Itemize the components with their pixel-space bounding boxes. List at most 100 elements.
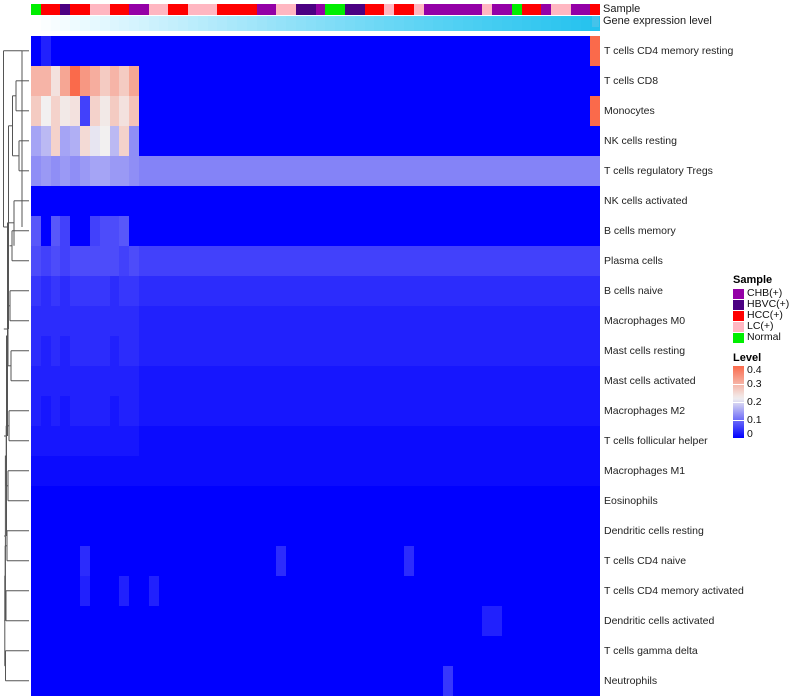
heatmap-cell bbox=[237, 606, 247, 636]
heatmap-cell bbox=[452, 516, 463, 546]
heatmap-cell bbox=[256, 606, 267, 636]
heatmap-cell bbox=[60, 126, 71, 156]
heatmap-cell bbox=[158, 246, 169, 276]
row-label: B cells memory bbox=[604, 225, 676, 237]
heatmap-cell bbox=[384, 366, 395, 396]
heatmap-cell bbox=[295, 666, 306, 696]
heatmap-cell bbox=[580, 96, 591, 126]
heatmap-cell bbox=[70, 366, 81, 396]
heatmap-cell bbox=[197, 426, 208, 456]
heatmap-cell bbox=[423, 276, 434, 306]
heatmap-cell bbox=[70, 426, 81, 456]
heatmap-cell bbox=[227, 456, 238, 486]
heatmap-cell bbox=[502, 306, 512, 336]
heatmap-cell bbox=[335, 666, 345, 696]
heatmap-cell bbox=[492, 36, 502, 66]
heatmap-cell bbox=[462, 516, 473, 546]
heatmap-cell bbox=[70, 516, 81, 546]
heatmap-cell bbox=[158, 276, 169, 306]
heatmap-cell bbox=[345, 636, 355, 666]
heatmap-cell bbox=[384, 306, 395, 336]
heatmap-cell bbox=[452, 486, 463, 516]
heatmap-cell bbox=[286, 366, 296, 396]
heatmap-cell bbox=[295, 306, 306, 336]
heatmap-cell bbox=[443, 306, 453, 336]
heatmap-cell bbox=[502, 216, 512, 246]
heatmap-cell bbox=[443, 516, 453, 546]
heatmap-cell bbox=[403, 276, 414, 306]
heatmap-cell bbox=[374, 456, 385, 486]
heatmap-cell bbox=[237, 96, 247, 126]
annotation-cell bbox=[492, 4, 502, 15]
heatmap-cell bbox=[354, 126, 365, 156]
heatmap-cell bbox=[80, 186, 90, 216]
heatmap-cell bbox=[335, 486, 345, 516]
heatmap-cell bbox=[492, 456, 502, 486]
heatmap-cell bbox=[374, 216, 385, 246]
heatmap-cell bbox=[570, 396, 581, 426]
heatmap-cell bbox=[511, 426, 522, 456]
heatmap-cell bbox=[178, 36, 188, 66]
heatmap-cell bbox=[354, 186, 365, 216]
heatmap-cell bbox=[80, 666, 90, 696]
heatmap-cell bbox=[354, 666, 365, 696]
heatmap-cell bbox=[158, 366, 169, 396]
heatmap-cell bbox=[148, 486, 159, 516]
heatmap-cell bbox=[482, 336, 493, 366]
heatmap-cell bbox=[335, 636, 345, 666]
heatmap-cell bbox=[502, 636, 512, 666]
heatmap-cell bbox=[89, 546, 100, 576]
heatmap-cell bbox=[482, 216, 493, 246]
heatmap-cell bbox=[266, 666, 277, 696]
annotation-cell bbox=[492, 16, 502, 31]
heatmap-cell bbox=[246, 336, 257, 366]
heatmap-cell bbox=[70, 576, 81, 606]
heatmap-cell bbox=[217, 336, 228, 366]
heatmap-cell bbox=[551, 216, 561, 246]
heatmap-cell bbox=[394, 576, 404, 606]
row-label: Mast cells resting bbox=[604, 345, 686, 357]
row-dendrogram bbox=[3, 50, 29, 682]
heatmap-cell bbox=[551, 276, 561, 306]
heatmap-cell bbox=[345, 546, 355, 576]
row-label: NK cells resting bbox=[604, 135, 677, 147]
heatmap-cell bbox=[462, 366, 473, 396]
heatmap-cell bbox=[129, 156, 139, 186]
heatmap-cell bbox=[31, 186, 41, 216]
heatmap-cell bbox=[99, 366, 110, 396]
heatmap-cell bbox=[551, 606, 561, 636]
heatmap-cell bbox=[138, 186, 149, 216]
heatmap-cell bbox=[482, 156, 493, 186]
heatmap-cell bbox=[31, 126, 41, 156]
heatmap-cell bbox=[129, 66, 139, 96]
heatmap-cell bbox=[394, 336, 404, 366]
heatmap-cell bbox=[443, 36, 453, 66]
heatmap-cell bbox=[207, 276, 218, 306]
heatmap-cell bbox=[80, 156, 90, 186]
heatmap-cell bbox=[138, 396, 149, 426]
annotation-cell bbox=[276, 16, 287, 31]
heatmap-cell bbox=[443, 276, 453, 306]
annotation-cell bbox=[374, 16, 385, 31]
heatmap-cell bbox=[99, 606, 110, 636]
legend-item-normal: Normal bbox=[733, 332, 799, 343]
heatmap-cell bbox=[109, 276, 120, 306]
heatmap-cell bbox=[129, 606, 139, 636]
heatmap-cell bbox=[472, 636, 483, 666]
heatmap-cell bbox=[246, 636, 257, 666]
heatmap-cell bbox=[129, 246, 139, 276]
heatmap-cell bbox=[452, 186, 463, 216]
heatmap-row bbox=[31, 156, 601, 186]
row-label: T cells regulatory Tregs bbox=[604, 165, 713, 177]
heatmap-cell bbox=[521, 546, 532, 576]
heatmap-cell bbox=[89, 516, 100, 546]
annotation-cell bbox=[472, 16, 483, 31]
heatmap-cell bbox=[266, 216, 277, 246]
heatmap-cell bbox=[188, 36, 198, 66]
heatmap-cell bbox=[423, 456, 434, 486]
heatmap-cell bbox=[286, 36, 296, 66]
annotation-track-gene-expression bbox=[31, 16, 601, 31]
heatmap-cell bbox=[286, 546, 296, 576]
heatmap-cell bbox=[315, 246, 326, 276]
heatmap-cell bbox=[207, 456, 218, 486]
